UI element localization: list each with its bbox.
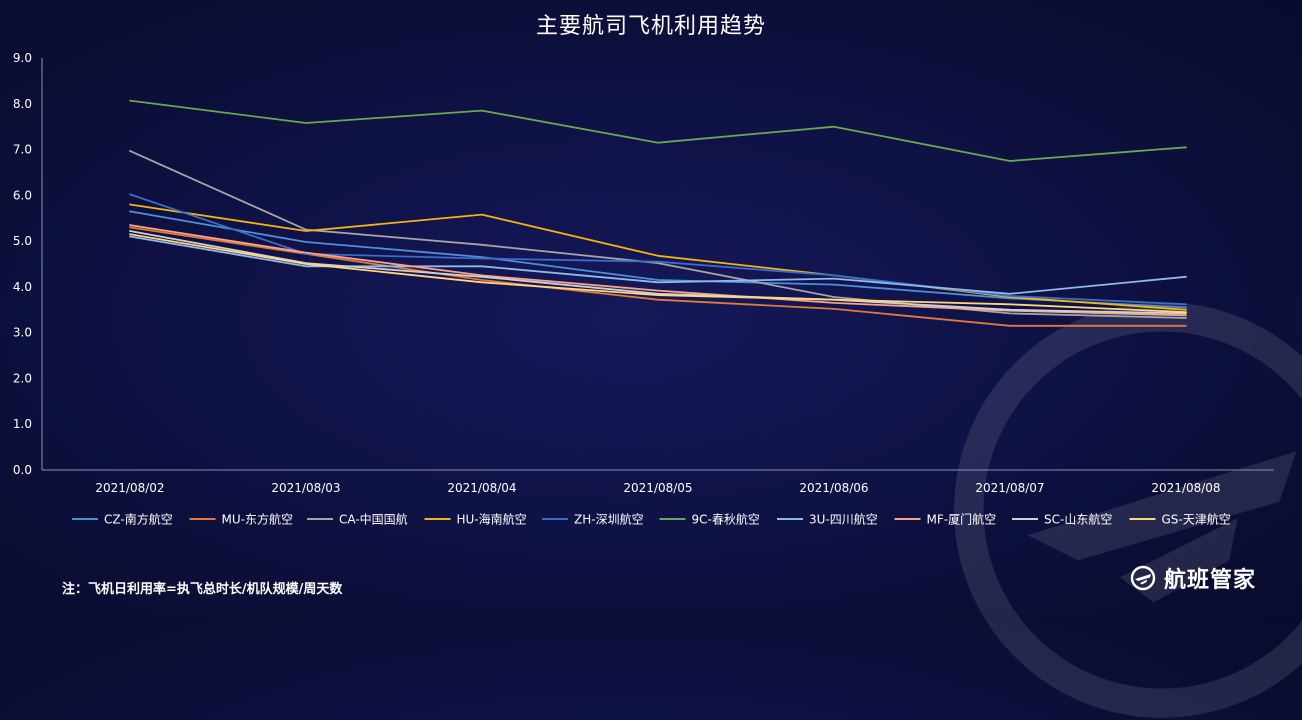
series-line-2 bbox=[129, 149, 1187, 319]
x-tick-label: 2021/08/05 bbox=[623, 481, 692, 495]
legend-label-7: MF-厦门航空 bbox=[927, 512, 997, 527]
y-tick-label: 1.0 bbox=[13, 417, 32, 431]
hangbanguanjia-logo-icon bbox=[1130, 565, 1156, 591]
y-tick-label: 2.0 bbox=[13, 371, 32, 385]
x-tick-label: 2021/08/08 bbox=[1151, 481, 1220, 495]
series-line-5 bbox=[129, 99, 1187, 162]
brand: 航班管家 bbox=[1130, 562, 1256, 594]
y-tick-label: 7.0 bbox=[13, 143, 32, 157]
y-tick-label: 8.0 bbox=[13, 97, 32, 111]
footnote: 注：飞机日利用率=执飞总时长/机队规模/周天数 bbox=[62, 582, 343, 597]
series-line-3 bbox=[129, 203, 1187, 311]
x-tick-label: 2021/08/04 bbox=[447, 481, 516, 495]
x-tick-label: 2021/08/07 bbox=[975, 481, 1044, 495]
series-line-0 bbox=[129, 210, 1187, 309]
x-tick-label: 2021/08/03 bbox=[271, 481, 340, 495]
y-tick-label: 6.0 bbox=[13, 188, 32, 202]
series-line-9 bbox=[129, 233, 1187, 314]
x-tick-label: 2021/08/06 bbox=[799, 481, 868, 495]
series-line-8 bbox=[129, 230, 1187, 315]
legend-label-6: 3U-四川航空 bbox=[809, 512, 878, 527]
x-tick-label: 2021/08/02 bbox=[95, 481, 164, 495]
legend-label-3: HU-海南航空 bbox=[457, 512, 527, 527]
series-line-4 bbox=[129, 193, 1187, 306]
chart-title: 主要航司飞机利用趋势 bbox=[535, 14, 766, 39]
y-tick-label: 9.0 bbox=[13, 51, 32, 65]
y-tick-label: 3.0 bbox=[13, 326, 32, 340]
line-chart: 0.0 1.0 2.0 3.0 4.0 5.0 6.0 7.0 8.0 9.0 2021/08/02… bbox=[13, 51, 1274, 527]
legend-label-8: SC-山东航空 bbox=[1044, 512, 1112, 527]
legend-label-9: GS-天津航空 bbox=[1162, 512, 1231, 527]
y-tick-label: 0.0 bbox=[13, 463, 32, 477]
legend-label-1: MU-东方航空 bbox=[222, 512, 293, 527]
brand-name: 航班管家 bbox=[1164, 568, 1257, 593]
y-tick-label: 5.0 bbox=[13, 234, 32, 248]
legend-label-2: CA-中国国航 bbox=[339, 512, 408, 527]
y-tick-label: 4.0 bbox=[13, 280, 32, 294]
series-line-6 bbox=[129, 235, 1187, 295]
legend-label-4: ZH-深圳航空 bbox=[574, 512, 644, 527]
legend-label-5: 9C-春秋航空 bbox=[692, 512, 760, 527]
legend-label-0: CZ-南方航空 bbox=[104, 512, 173, 527]
